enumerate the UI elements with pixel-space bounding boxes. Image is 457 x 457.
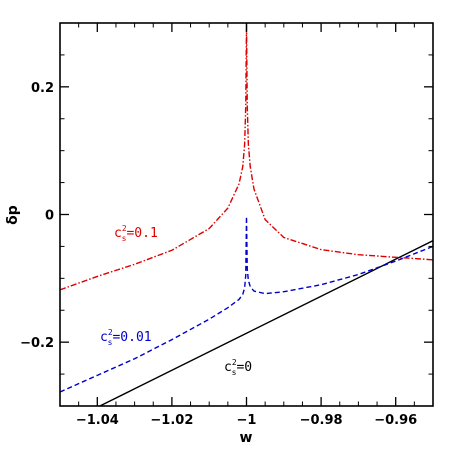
series-label-value: =0.1	[126, 226, 157, 241]
series-label-sub: s	[232, 368, 237, 377]
series-label-2: c2 s=0.1	[114, 224, 158, 243]
series-label-base: c	[224, 360, 232, 375]
y-tick-label: 0	[45, 209, 54, 224]
y-tick-label: −0.2	[20, 336, 54, 351]
series-line-1	[60, 215, 433, 393]
tick-layer	[59, 22, 434, 407]
y-tick-label: 0.2	[31, 81, 54, 96]
series-line-0	[98, 240, 433, 406]
x-tick-label: −1	[237, 413, 257, 428]
series-label-value: =0.01	[112, 330, 151, 345]
tick-label-layer: −1.04 −1.02 −1 −0.98 −0.96 −0.2 0 0.2	[20, 81, 417, 428]
x-tick-label: −1.02	[150, 413, 193, 428]
series-label-base: c	[100, 330, 108, 345]
series-label-0: c2 s=0	[224, 358, 252, 377]
series-label-value: =0	[236, 360, 252, 375]
series-label-1: c2 s=0.01	[100, 328, 152, 347]
x-tick-label: −0.96	[374, 413, 417, 428]
series-layer	[60, 23, 433, 406]
x-tick-label: −1.04	[76, 413, 119, 428]
x-tick-label: −0.98	[300, 413, 343, 428]
series-label-base: c	[114, 226, 122, 241]
series-label-sup: 2	[122, 224, 127, 233]
series-label-sup: 2	[232, 358, 237, 367]
y-axis-label: δp	[5, 205, 21, 225]
x-axis-label: w	[240, 430, 253, 446]
series-label-sub: s	[122, 234, 127, 243]
series-label-sup: 2	[108, 328, 113, 337]
series-label-sub: s	[108, 338, 113, 347]
